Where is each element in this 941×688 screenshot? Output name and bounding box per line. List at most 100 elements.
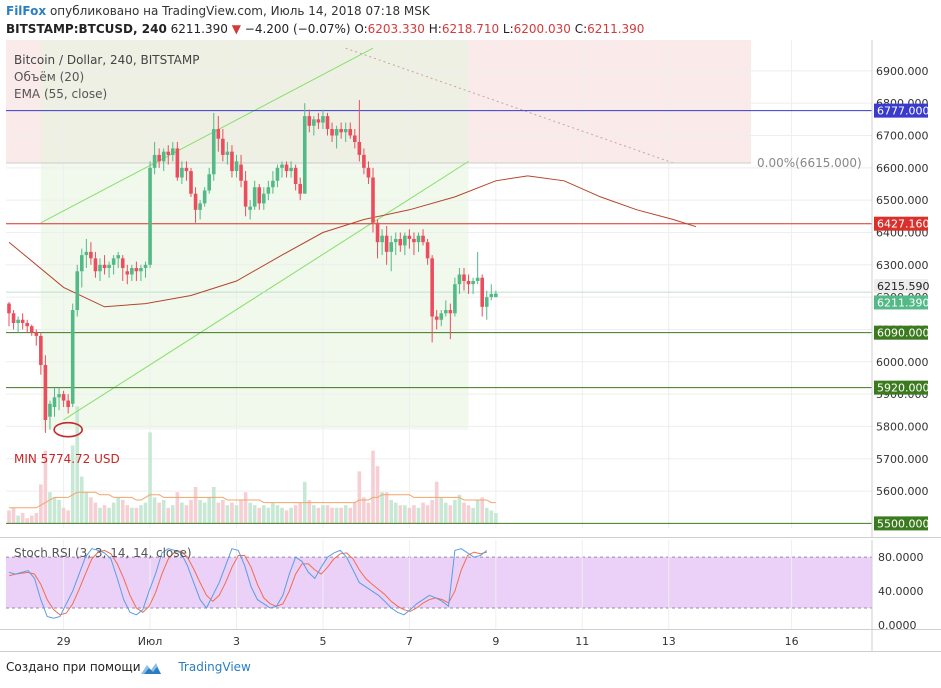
volume-bar — [43, 450, 48, 524]
volume-bar — [434, 481, 439, 524]
candle-up — [289, 167, 293, 172]
volume-bar — [312, 505, 316, 524]
candle-down — [357, 141, 362, 155]
volume-bar — [102, 505, 107, 524]
candle-up — [380, 235, 384, 243]
volume-bar — [230, 502, 234, 524]
candle-up — [75, 271, 80, 311]
stoch-band — [6, 557, 872, 609]
candle-up — [180, 167, 184, 178]
volume-bar — [412, 505, 416, 524]
channel-lower-line — [63, 160, 469, 421]
ask-price-tag-label: 6215.590 — [877, 280, 930, 293]
last-price-tag — [874, 295, 928, 310]
price-chart[interactable]: 0.00%(6615.000) MIN 5774.72 USD 5600.000 57… — [0, 40, 941, 538]
volume-bar — [61, 507, 66, 524]
volume-bar — [266, 507, 271, 524]
support-5920-tag[interactable] — [874, 380, 928, 395]
candle-down — [120, 258, 125, 269]
tradingview-link[interactable]: TradingView — [178, 660, 251, 674]
candle-down — [434, 316, 439, 320]
volume-bar — [225, 505, 230, 524]
candle-down — [462, 274, 466, 281]
candle-down — [39, 335, 43, 366]
time-axis[interactable]: 29 Июл 3 5 7 9 11 13 16 — [0, 630, 941, 652]
candle-up — [494, 293, 498, 298]
candle-up — [202, 190, 207, 204]
volume-bar — [107, 507, 111, 524]
candle-down — [34, 332, 39, 336]
candle-down — [11, 313, 16, 323]
candle-down — [430, 258, 434, 317]
volume-bar — [234, 505, 239, 524]
volume-bar — [34, 513, 39, 524]
volume-bar — [20, 513, 25, 524]
candle-up — [225, 151, 230, 155]
resistance-6427-tag[interactable] — [874, 216, 928, 231]
volume-bar — [334, 507, 339, 524]
min-marker — [53, 421, 83, 438]
candle-up — [234, 161, 239, 172]
volume-bar — [321, 505, 325, 524]
volume-bar — [221, 500, 225, 524]
time-tick-label: 9 — [492, 635, 499, 648]
candle-up — [207, 174, 211, 191]
volume-bar — [384, 492, 389, 524]
candle-down — [193, 193, 198, 210]
support-5500-tag-label: 5500.000 — [877, 517, 930, 530]
candle-down — [293, 167, 298, 184]
candle-down — [29, 326, 34, 333]
candle-down — [61, 394, 66, 401]
candle-down — [239, 164, 243, 181]
price-tick-label: 5600.000 — [876, 485, 929, 498]
candle-up — [211, 129, 216, 175]
volume-bar — [193, 487, 198, 524]
volume-bar — [89, 497, 93, 524]
volume-bar — [353, 502, 357, 524]
candle-down — [184, 167, 189, 172]
candle-down — [243, 180, 248, 207]
volume-bar — [489, 510, 494, 524]
volume-bar — [457, 494, 462, 524]
support-6090-tag[interactable] — [874, 325, 928, 340]
last-price-text: 6211.390 — [170, 22, 228, 36]
volume-bar — [148, 432, 152, 524]
volume-bar — [252, 505, 257, 524]
volume-bar — [139, 505, 143, 524]
price-tick-label: 5800.000 — [876, 420, 929, 433]
volume-bar — [257, 507, 262, 524]
candle-up — [139, 268, 143, 272]
resistance-6777-tag[interactable] — [874, 103, 928, 118]
candle-up — [84, 251, 89, 256]
volume-bar — [84, 492, 89, 524]
channel-zone — [40, 40, 469, 430]
last-price-tag-label: 6211.390 — [877, 296, 930, 309]
high-value: 6218.710 — [441, 22, 500, 36]
candle-up — [57, 394, 61, 398]
volume-bar — [343, 505, 348, 524]
candle-down — [20, 319, 25, 323]
volume-bar — [448, 505, 453, 524]
time-tick-label: 16 — [785, 635, 799, 648]
candle-up — [111, 258, 116, 265]
volume-bar — [70, 445, 75, 524]
support-5500-tag[interactable] — [874, 516, 928, 531]
volume-bar — [243, 492, 248, 524]
volume-bar — [39, 484, 43, 524]
candle-down — [480, 277, 484, 307]
volume-bar — [371, 450, 375, 524]
created-with-text: Создано при помощи — [6, 660, 141, 674]
candle-down — [216, 129, 221, 139]
author-name[interactable]: FilFox — [6, 4, 47, 18]
volume-sma-line — [9, 491, 496, 509]
candle-down — [89, 251, 93, 259]
volume-bar — [275, 505, 280, 524]
ema-legend: EMA (55, close) — [14, 87, 108, 101]
candle-down — [448, 310, 453, 314]
stoch-rsi-pane[interactable]: 80.0000 40.0000 0.0000 — [0, 540, 941, 630]
candle-up — [489, 293, 494, 298]
candle-down — [366, 167, 371, 178]
candle-down — [230, 151, 234, 172]
volume-bar — [462, 502, 466, 524]
volume-bar — [120, 500, 125, 524]
